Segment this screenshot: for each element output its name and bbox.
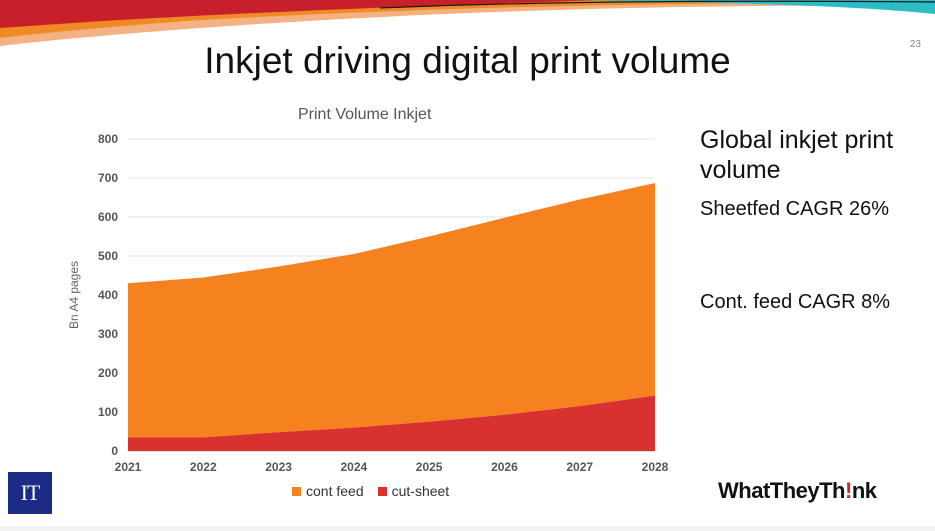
- slide-title: Inkjet driving digital print volume: [204, 40, 731, 81]
- y-tick-label: 700: [98, 171, 118, 185]
- y-axis-label: Bn A4 pages: [67, 261, 81, 329]
- whattheythink-logo: WhatTheyTh!nk: [718, 478, 877, 504]
- whattheythink-logo-bang: !: [845, 478, 852, 503]
- y-tick-label: 500: [98, 249, 118, 263]
- x-tick-label: 2022: [190, 460, 217, 474]
- x-tick-label: 2025: [416, 460, 443, 474]
- legend-swatch-cut-sheet: [377, 486, 387, 496]
- legend-swatch-cont-feed: [292, 486, 301, 496]
- whattheythink-logo-part-c: nk: [851, 478, 877, 503]
- area-cut-sheet: [128, 395, 655, 451]
- chart-legend: cont feed cut-sheet: [292, 483, 449, 499]
- header-swoosh: [0, 0, 935, 46]
- side-heading: Global inkjet print volume: [700, 126, 894, 184]
- slide-number: 23: [909, 39, 921, 50]
- x-tick-label: 2027: [566, 460, 593, 474]
- area-chart: 0 100 200 300 400 500 600 700 800 2021 2022 2023 202…: [67, 132, 669, 474]
- it-strategies-logo: IT: [8, 472, 52, 514]
- contfeed-cagr: Cont. feed CAGR 8%: [700, 291, 891, 313]
- x-tick-label: 2023: [265, 460, 292, 474]
- y-tick-label: 800: [98, 132, 118, 146]
- legend-label-cut-sheet: cut-sheet: [391, 483, 450, 499]
- x-tick-label: 2028: [642, 460, 669, 474]
- legend-item-cut-sheet: cut-sheet: [377, 483, 450, 499]
- x-tick-label: 2026: [491, 460, 518, 474]
- chart-title: Print Volume Inkjet: [298, 106, 432, 123]
- y-tick-label: 0: [111, 444, 118, 458]
- y-tick-label: 300: [98, 327, 118, 341]
- legend-item-cont-feed: cont feed: [292, 483, 364, 499]
- x-tick-label: 2024: [341, 460, 368, 474]
- y-tick-label: 100: [98, 405, 118, 419]
- whattheythink-logo-part-a: WhatTheyTh: [718, 478, 846, 503]
- area-cont-feed: [128, 183, 655, 438]
- legend-label-cont-feed: cont feed: [306, 483, 364, 499]
- x-tick-label: 2021: [115, 460, 142, 474]
- y-tick-label: 600: [98, 210, 118, 224]
- y-tick-label: 200: [98, 366, 118, 380]
- y-tick-label: 400: [98, 288, 118, 302]
- sheetfed-cagr: Sheetfed CAGR 26%: [700, 198, 889, 220]
